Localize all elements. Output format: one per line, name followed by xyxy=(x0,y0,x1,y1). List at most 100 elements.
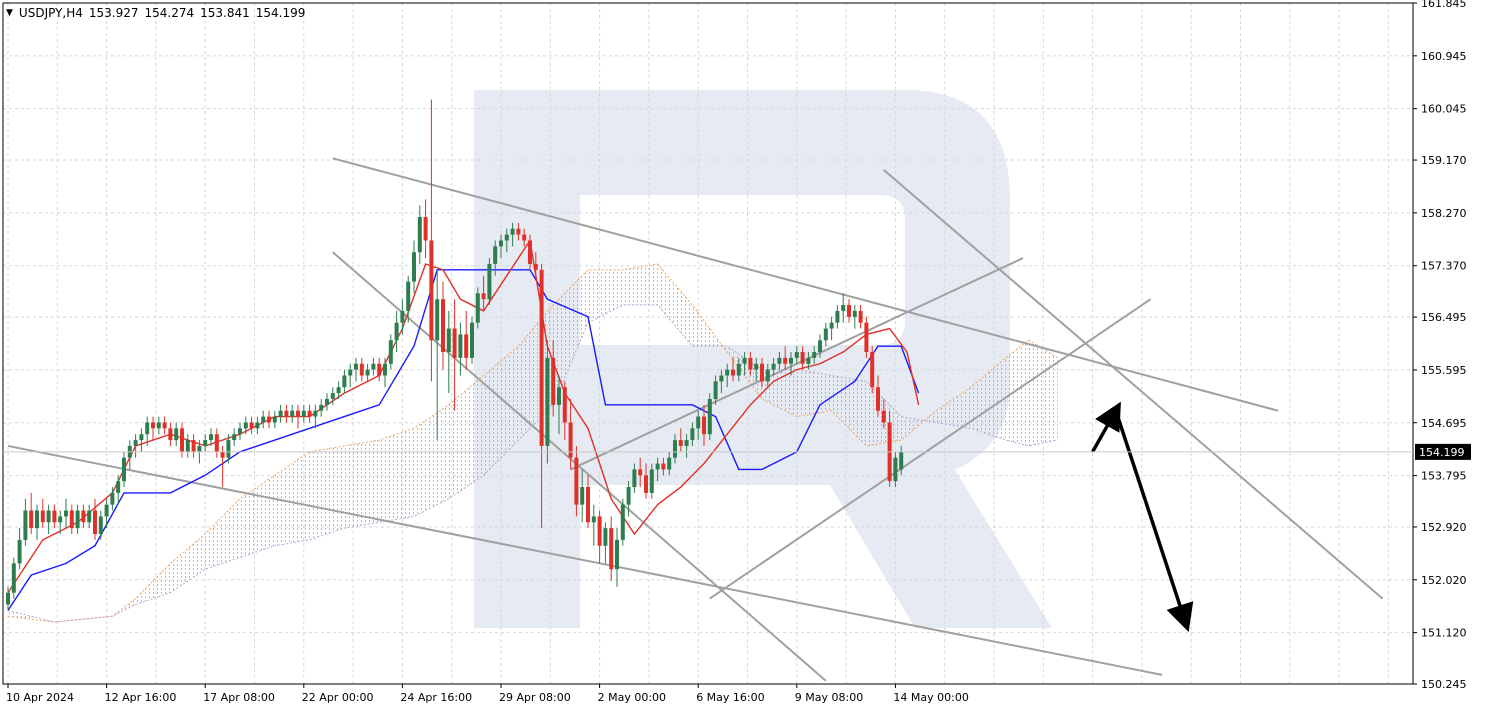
candle-body xyxy=(17,539,22,564)
candle-body xyxy=(319,404,324,411)
candle-body xyxy=(551,357,556,405)
y-tick-label: 150.245 xyxy=(1421,678,1467,691)
trendline xyxy=(332,157,1279,412)
kijun-sen-line xyxy=(7,269,920,611)
candle-body xyxy=(348,369,353,376)
candle-body xyxy=(812,352,817,358)
candle-body xyxy=(435,299,440,341)
cloud-segment xyxy=(483,346,519,476)
candle-body xyxy=(771,363,776,370)
candle-body xyxy=(377,363,382,376)
candle-body xyxy=(417,216,422,253)
candle-body xyxy=(412,252,416,282)
y-tick-label: 152.920 xyxy=(1421,521,1467,534)
candle-body xyxy=(330,393,335,399)
cloud-segment xyxy=(379,428,414,523)
caret-down-icon[interactable]: ▼ xyxy=(6,8,13,18)
candle-body xyxy=(603,528,608,546)
candle-body xyxy=(267,416,271,423)
candle-body xyxy=(818,340,822,353)
cloud-segment xyxy=(240,475,275,558)
candle-body xyxy=(545,357,550,446)
trendline xyxy=(883,169,1384,600)
watermark-shape xyxy=(474,90,1052,628)
y-tick-label: 161.845 xyxy=(1421,0,1467,10)
candle-body xyxy=(336,387,341,394)
candle-body xyxy=(667,457,672,470)
candle-body xyxy=(481,293,486,300)
plot-border xyxy=(2,2,1414,685)
cloud-segment xyxy=(414,404,449,517)
candle-body xyxy=(464,334,469,358)
cloud-segment xyxy=(274,451,310,546)
candle-body xyxy=(673,440,677,458)
cloud-segment xyxy=(344,440,380,529)
candle-body xyxy=(707,398,712,435)
y-tick-label: 158.270 xyxy=(1421,207,1467,220)
candle-body xyxy=(162,422,167,429)
candle-body xyxy=(690,428,695,441)
candle-body xyxy=(359,363,364,376)
candle-body xyxy=(580,487,585,505)
candle-body xyxy=(533,263,538,270)
candle-body xyxy=(632,469,637,488)
candle-body xyxy=(104,504,109,517)
candle-body xyxy=(64,510,68,517)
candle-body xyxy=(40,510,45,523)
candle-body xyxy=(702,416,706,435)
candle-body xyxy=(209,434,213,441)
y-tick-label: 156.495 xyxy=(1421,311,1467,324)
cloud-segment xyxy=(1005,340,1029,446)
candle-body xyxy=(441,299,445,353)
candle-body xyxy=(261,416,266,423)
candle-body xyxy=(301,410,306,417)
candle-body xyxy=(446,328,451,353)
candle-body xyxy=(586,487,590,523)
candle-body xyxy=(696,416,701,429)
candle-body xyxy=(765,369,770,382)
candle-body xyxy=(110,492,115,505)
cloud-segment xyxy=(8,610,55,623)
candle-body xyxy=(429,240,434,341)
cloud-segment xyxy=(170,534,206,593)
cloud-segment xyxy=(796,369,832,417)
candle-body xyxy=(371,363,376,370)
x-tick-label: 17 Apr 08:00 xyxy=(203,691,275,704)
low-price: 153.841 xyxy=(200,6,250,20)
cloud-segment xyxy=(205,498,240,570)
y-tick-label: 152.020 xyxy=(1421,574,1467,587)
candle-body xyxy=(249,422,254,429)
cloud-segment xyxy=(831,375,867,446)
forecast-arrow xyxy=(1114,410,1194,633)
candle-body xyxy=(748,357,753,370)
candle-body xyxy=(383,363,387,376)
x-tick-label: 12 Apr 16:00 xyxy=(105,691,177,704)
candle-body xyxy=(307,410,312,417)
forecast-arrow xyxy=(1091,401,1121,453)
candle-body xyxy=(452,328,457,358)
cloud-segment xyxy=(309,445,345,540)
candle-body xyxy=(214,434,219,452)
candle-body xyxy=(731,369,735,376)
candle-body xyxy=(52,510,57,523)
candle-body xyxy=(11,563,16,593)
open-price: 153.927 xyxy=(88,6,139,20)
candle-body xyxy=(470,322,474,358)
x-tick-label: 29 Apr 08:00 xyxy=(499,691,571,704)
candle-body xyxy=(23,510,28,540)
candle-body xyxy=(388,340,393,364)
candle-body xyxy=(858,310,863,323)
candle-body xyxy=(829,322,834,329)
candle-body xyxy=(255,422,260,429)
candle-body xyxy=(133,440,138,446)
candle-body xyxy=(649,469,654,493)
candle-body xyxy=(139,434,144,441)
candle-body xyxy=(522,234,527,241)
candle-body xyxy=(794,352,799,358)
candle-body xyxy=(226,440,231,458)
cloud-segment xyxy=(135,563,171,605)
candle-body xyxy=(539,269,544,446)
candle-body xyxy=(852,310,857,317)
candle-body xyxy=(568,422,573,458)
